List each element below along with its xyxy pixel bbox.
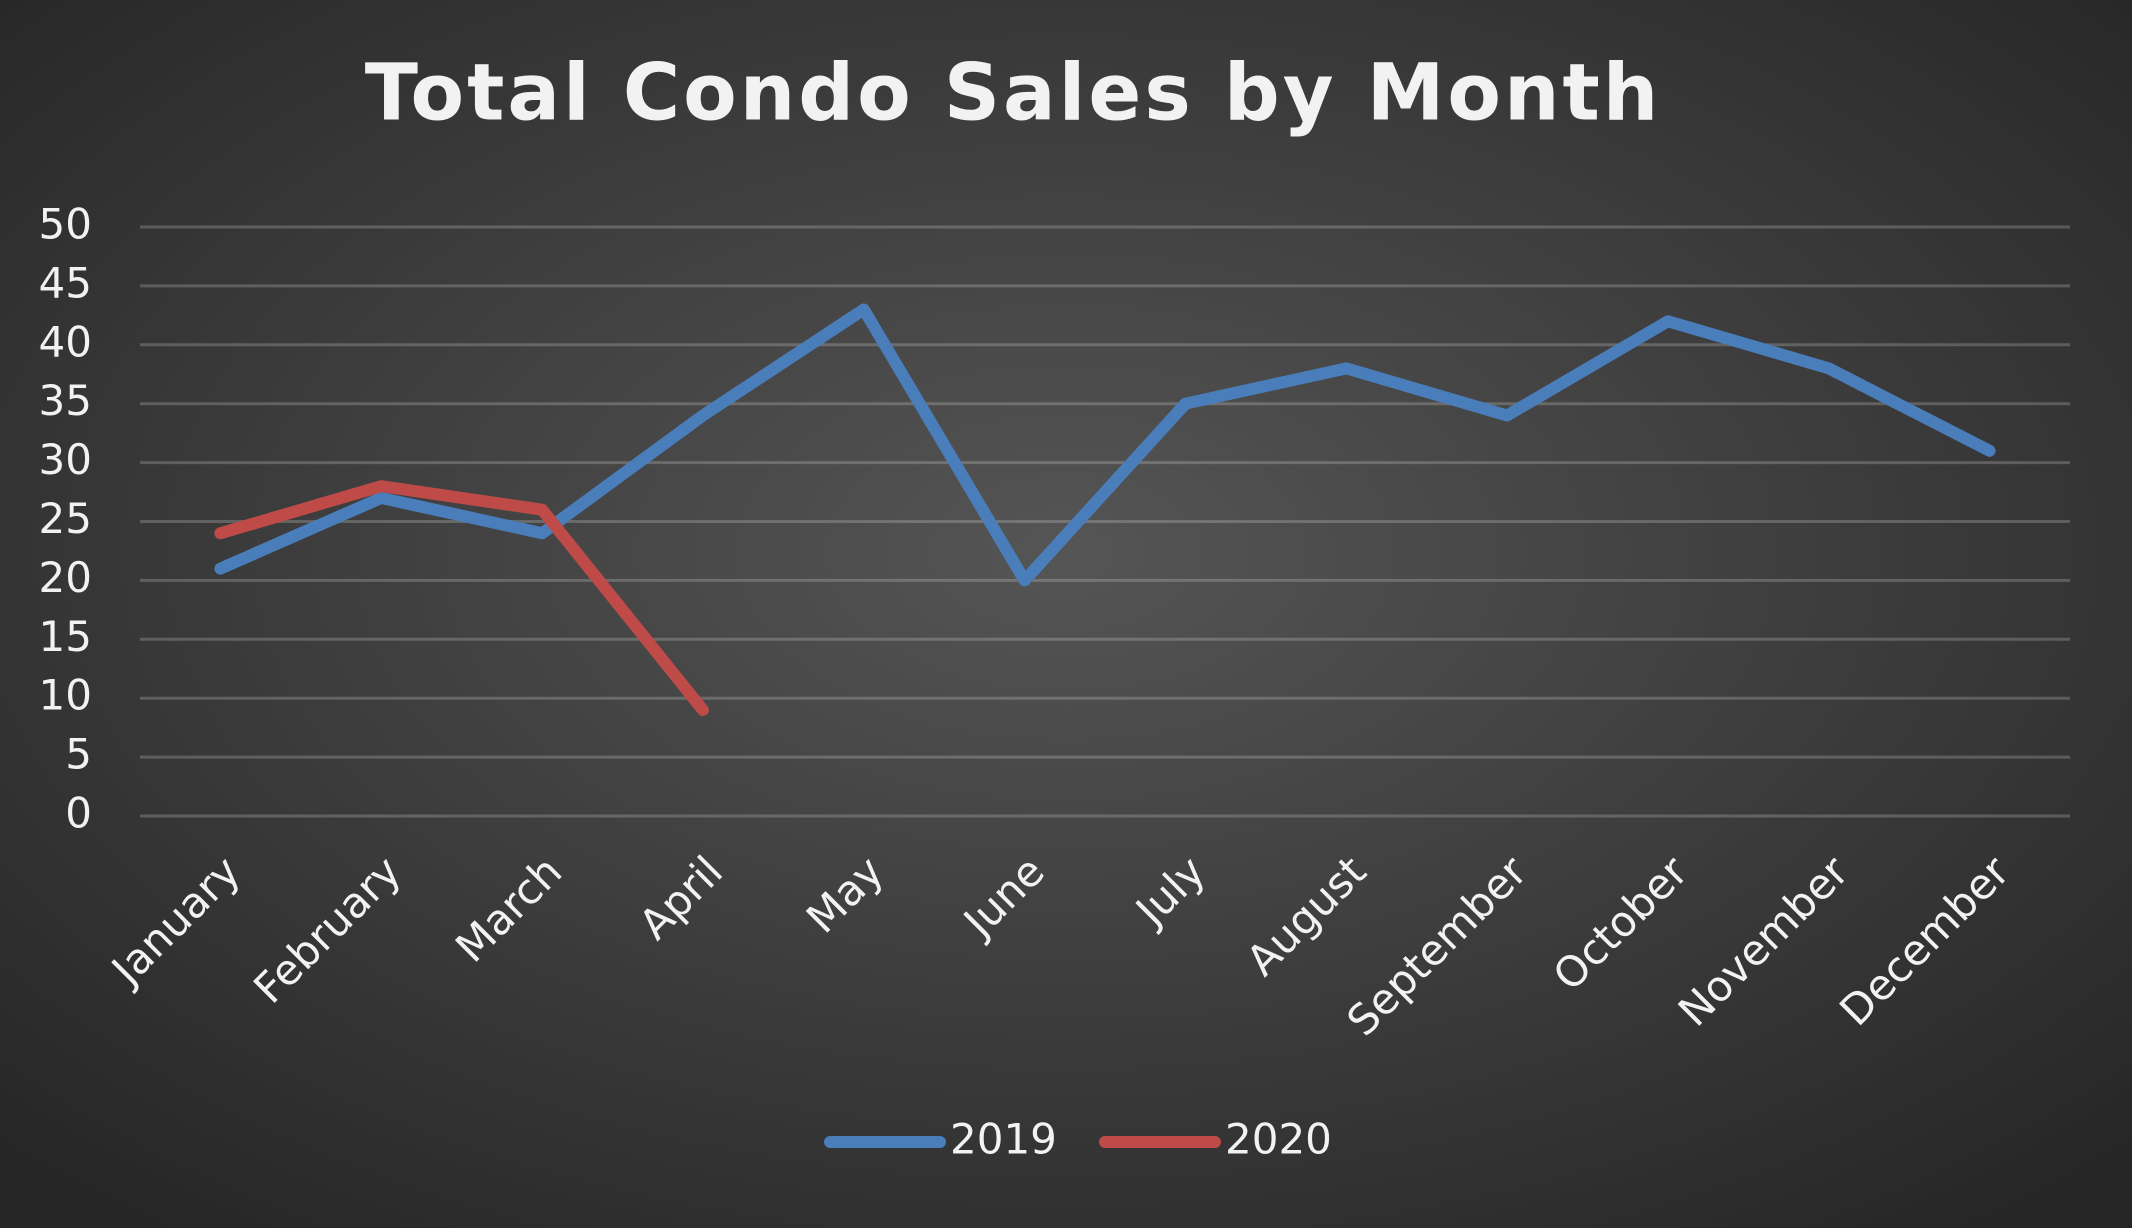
- y-tick-label: 0: [65, 789, 92, 838]
- y-tick-label: 45: [39, 258, 92, 307]
- y-tick-label: 40: [39, 317, 92, 366]
- y-tick-label: 20: [39, 553, 92, 602]
- series-line: [214, 303, 1996, 587]
- y-tick-label: 15: [39, 612, 92, 661]
- y-tick-label: 10: [39, 671, 92, 720]
- y-tick-label: 50: [39, 200, 92, 249]
- y-tick-label: 30: [39, 435, 92, 484]
- legend-label: 2019: [950, 1115, 1057, 1164]
- chart-title: Total Condo Sales by Month: [365, 48, 1662, 138]
- legend-label: 2020: [1225, 1115, 1332, 1164]
- y-tick-label: 25: [39, 494, 92, 543]
- y-tick-label: 35: [39, 376, 92, 425]
- y-tick-label: 5: [65, 730, 92, 779]
- series-line: [214, 480, 709, 716]
